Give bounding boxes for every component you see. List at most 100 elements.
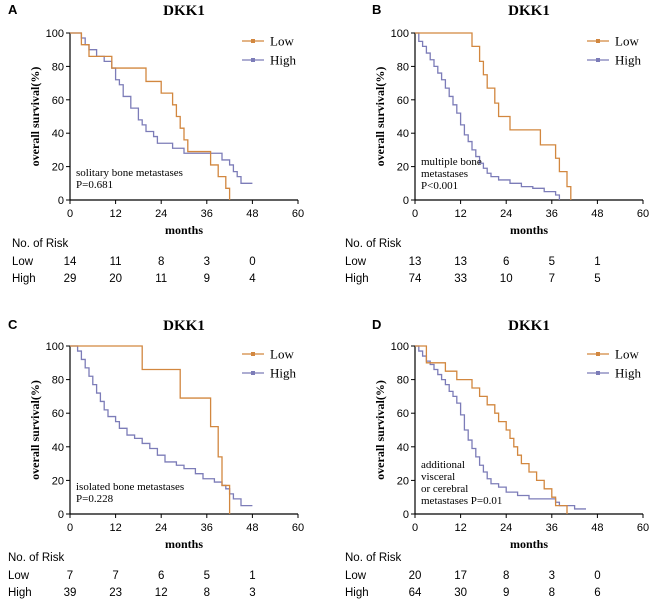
risk-value: 0 [249, 256, 255, 268]
x-tick-label: 0 [67, 522, 73, 534]
risk-value: 9 [204, 273, 210, 285]
risk-value: 8 [549, 587, 555, 599]
risk-value: 10 [500, 273, 513, 285]
risk-value: 7 [67, 570, 73, 582]
x-tick-label: 48 [246, 208, 258, 220]
risk-header: No. of Risk [345, 552, 401, 564]
y-tick-label: 40 [52, 442, 64, 454]
x-tick-label: 12 [109, 522, 121, 534]
legend-marker-low [596, 352, 600, 356]
risk-value: 64 [409, 587, 422, 599]
risk-value: 33 [454, 273, 467, 285]
legend-marker-high [251, 58, 255, 62]
x-tick-label: 24 [155, 208, 167, 220]
risk-value: 5 [204, 570, 210, 582]
x-axis-label: months [510, 537, 548, 551]
legend-label-low: Low [615, 34, 639, 49]
annotation-line: additional [421, 459, 465, 471]
risk-value: 6 [503, 256, 509, 268]
x-tick-label: 36 [201, 522, 213, 534]
risk-value: 4 [249, 273, 256, 285]
risk-row-label: Low [345, 256, 367, 268]
x-tick-label: 12 [454, 208, 466, 220]
annotation-line: P=0.228 [76, 493, 114, 505]
risk-value: 20 [409, 570, 422, 582]
annotation-line: multiple bone [421, 156, 482, 168]
survival-curve-high [70, 32, 253, 184]
x-tick-label: 24 [500, 208, 512, 220]
risk-value: 74 [409, 273, 422, 285]
risk-value: 23 [109, 587, 122, 599]
legend-marker-high [251, 371, 255, 375]
y-tick-label: 40 [52, 128, 64, 140]
y-tick-label: 40 [397, 128, 409, 140]
x-tick-label: 60 [637, 208, 649, 220]
y-tick-label: 60 [397, 408, 409, 420]
survival-curve-low [415, 345, 568, 514]
y-tick-label: 100 [391, 341, 409, 353]
risk-value: 13 [454, 256, 467, 268]
y-tick-label: 20 [397, 475, 409, 487]
annotation-line: metastases P=0.01 [421, 495, 502, 507]
risk-row-label: High [345, 273, 369, 285]
x-axis-label: months [510, 223, 548, 237]
y-tick-label: 0 [58, 509, 64, 521]
y-tick-label: 100 [391, 28, 409, 40]
risk-value: 3 [549, 570, 555, 582]
x-axis-label: months [165, 537, 203, 551]
legend-label-low: Low [615, 347, 639, 362]
x-tick-label: 48 [591, 208, 603, 220]
x-tick-label: 60 [292, 208, 304, 220]
risk-value: 0 [594, 570, 600, 582]
x-tick-label: 0 [412, 522, 418, 534]
legend-marker-low [251, 39, 255, 43]
chart-title: DKK1 [163, 3, 205, 19]
y-tick-label: 0 [58, 195, 64, 207]
legend-label-low: Low [270, 347, 294, 362]
risk-value: 3 [204, 256, 210, 268]
legend-label-high: High [270, 53, 297, 68]
x-axis-label: months [165, 223, 203, 237]
annotation-line: metastases [421, 168, 468, 180]
survival-curve-low [70, 32, 231, 200]
risk-value: 17 [454, 570, 467, 582]
y-tick-label: 0 [403, 509, 409, 521]
risk-row-label: High [12, 273, 36, 285]
y-tick-label: 20 [52, 475, 64, 487]
legend-marker-high [596, 58, 600, 62]
risk-value: 12 [155, 587, 168, 599]
legend-marker-high [596, 371, 600, 375]
y-tick-label: 60 [397, 95, 409, 107]
x-tick-label: 36 [546, 522, 558, 534]
y-tick-label: 60 [52, 95, 64, 107]
panel-letter: C [8, 317, 18, 332]
annotation-line: solitary bone metastases [76, 167, 183, 179]
y-tick-label: 20 [397, 162, 409, 174]
y-tick-label: 80 [52, 61, 64, 73]
x-tick-label: 12 [454, 522, 466, 534]
y-axis-label: overall survival(%) [373, 67, 387, 167]
risk-value: 1 [249, 570, 255, 582]
x-tick-label: 24 [155, 522, 167, 534]
risk-value: 20 [109, 273, 122, 285]
x-tick-label: 0 [67, 208, 73, 220]
risk-row-label: Low [8, 570, 30, 582]
risk-row-label: High [8, 587, 32, 599]
chart-title: DKK1 [508, 318, 550, 334]
risk-value: 5 [594, 273, 600, 285]
chart-title: DKK1 [508, 3, 550, 19]
x-tick-label: 60 [292, 522, 304, 534]
annotation-line: visceral [421, 471, 455, 483]
x-tick-label: 48 [246, 522, 258, 534]
risk-value: 9 [503, 587, 509, 599]
risk-value: 3 [249, 587, 255, 599]
y-tick-label: 40 [397, 442, 409, 454]
y-tick-label: 100 [46, 341, 64, 353]
risk-value: 13 [409, 256, 422, 268]
risk-row-label: High [345, 587, 369, 599]
x-tick-label: 0 [412, 208, 418, 220]
survival-curve-high [415, 32, 561, 200]
risk-header: No. of Risk [12, 238, 68, 250]
survival-curve-low [70, 345, 231, 514]
